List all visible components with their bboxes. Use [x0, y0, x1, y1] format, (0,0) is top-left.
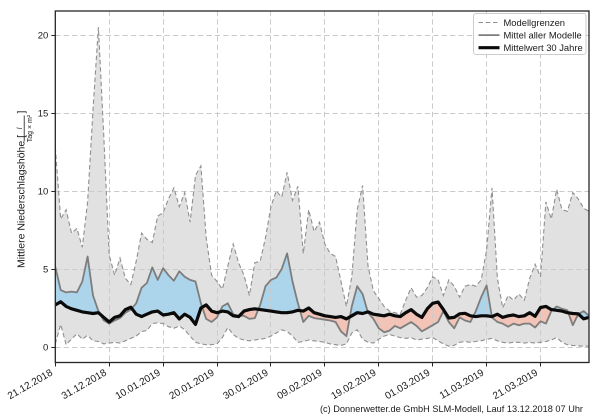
- svg-text:Mittelwert 30 Jahre: Mittelwert 30 Jahre: [504, 42, 583, 53]
- svg-text:Modellgrenzen: Modellgrenzen: [504, 17, 566, 28]
- svg-text:0: 0: [43, 343, 48, 354]
- svg-text:Mittel aller Modelle: Mittel aller Modelle: [504, 30, 582, 41]
- svg-text:Tag × m²: Tag × m²: [27, 114, 34, 142]
- svg-text:]: ]: [16, 111, 28, 114]
- svg-text:l: l: [17, 127, 24, 129]
- svg-text:Mittlere Niederschlagshöhe [: Mittlere Niederschlagshöhe [: [16, 135, 28, 268]
- svg-text:5: 5: [43, 265, 48, 276]
- svg-text:20: 20: [38, 31, 49, 42]
- svg-text:(c) Donnerwetter.de GmbH SLM-M: (c) Donnerwetter.de GmbH SLM-Modell, Lau…: [320, 404, 583, 414]
- svg-text:15: 15: [38, 109, 49, 120]
- svg-text:10: 10: [38, 187, 49, 198]
